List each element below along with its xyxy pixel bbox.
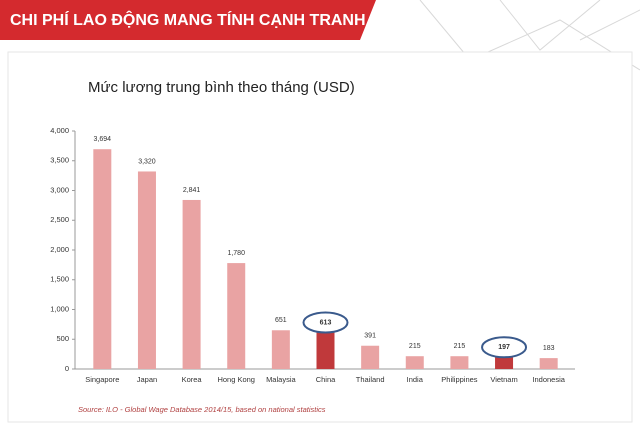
value-label: 613	[320, 319, 332, 326]
x-tick-label: Vietnam	[490, 375, 517, 384]
value-label: 651	[275, 317, 287, 324]
y-tick-label: 2,000	[50, 245, 69, 254]
x-tick-label: Korea	[182, 375, 203, 384]
bar	[316, 332, 335, 369]
value-label: 3,694	[94, 136, 112, 143]
value-label: 1,780	[227, 250, 245, 257]
x-tick-label: India	[407, 375, 424, 384]
header-title: CHI PHÍ LAO ĐỘNG MANG TÍNH CẠNH TRANH CA…	[10, 10, 406, 29]
bar	[450, 356, 469, 369]
value-label: 215	[409, 343, 421, 350]
x-tick-label: Japan	[137, 375, 157, 384]
y-tick-label: 500	[56, 334, 69, 343]
y-tick-label: 3,000	[50, 185, 69, 194]
x-tick-label: Singapore	[85, 375, 119, 384]
x-tick-label: Malaysia	[266, 375, 296, 384]
bar	[405, 356, 424, 369]
header-banner-tip	[360, 0, 376, 40]
x-tick-label: Philippines	[441, 375, 478, 384]
x-tick-label: Indonesia	[532, 375, 565, 384]
value-label: 197	[498, 344, 510, 351]
y-tick-label: 3,500	[50, 156, 69, 165]
decoration	[419, 0, 640, 71]
value-label: 183	[543, 345, 555, 352]
highlight-ring	[481, 336, 528, 359]
value-label: 3,320	[138, 158, 156, 165]
y-tick-label: 1,000	[50, 304, 69, 313]
y-tick-label: 2,500	[50, 215, 69, 224]
value-label: 215	[454, 343, 466, 350]
bar	[361, 345, 380, 369]
y-tick-label: 4,000	[50, 126, 69, 135]
bar	[271, 330, 290, 369]
y-tick-label: 1,500	[50, 275, 69, 284]
x-tick-label: Thailand	[356, 375, 385, 384]
chart-title: Mức lương trung bình theo tháng (USD)	[88, 79, 355, 96]
bar	[93, 149, 112, 369]
header-banner	[0, 0, 360, 40]
bar	[182, 199, 201, 369]
highlight-ring	[302, 311, 349, 334]
x-tick-label: Hong Kong	[217, 375, 255, 384]
bar	[227, 263, 246, 369]
bar	[137, 171, 156, 369]
y-tick-label: 0	[65, 364, 69, 373]
value-label: 2,841	[183, 187, 201, 194]
source-note: Source: ILO - Global Wage Database 2014/…	[78, 405, 326, 414]
x-tick-label: China	[316, 375, 336, 384]
value-label: 391	[364, 333, 376, 340]
bar	[539, 358, 558, 369]
bar	[495, 357, 514, 369]
